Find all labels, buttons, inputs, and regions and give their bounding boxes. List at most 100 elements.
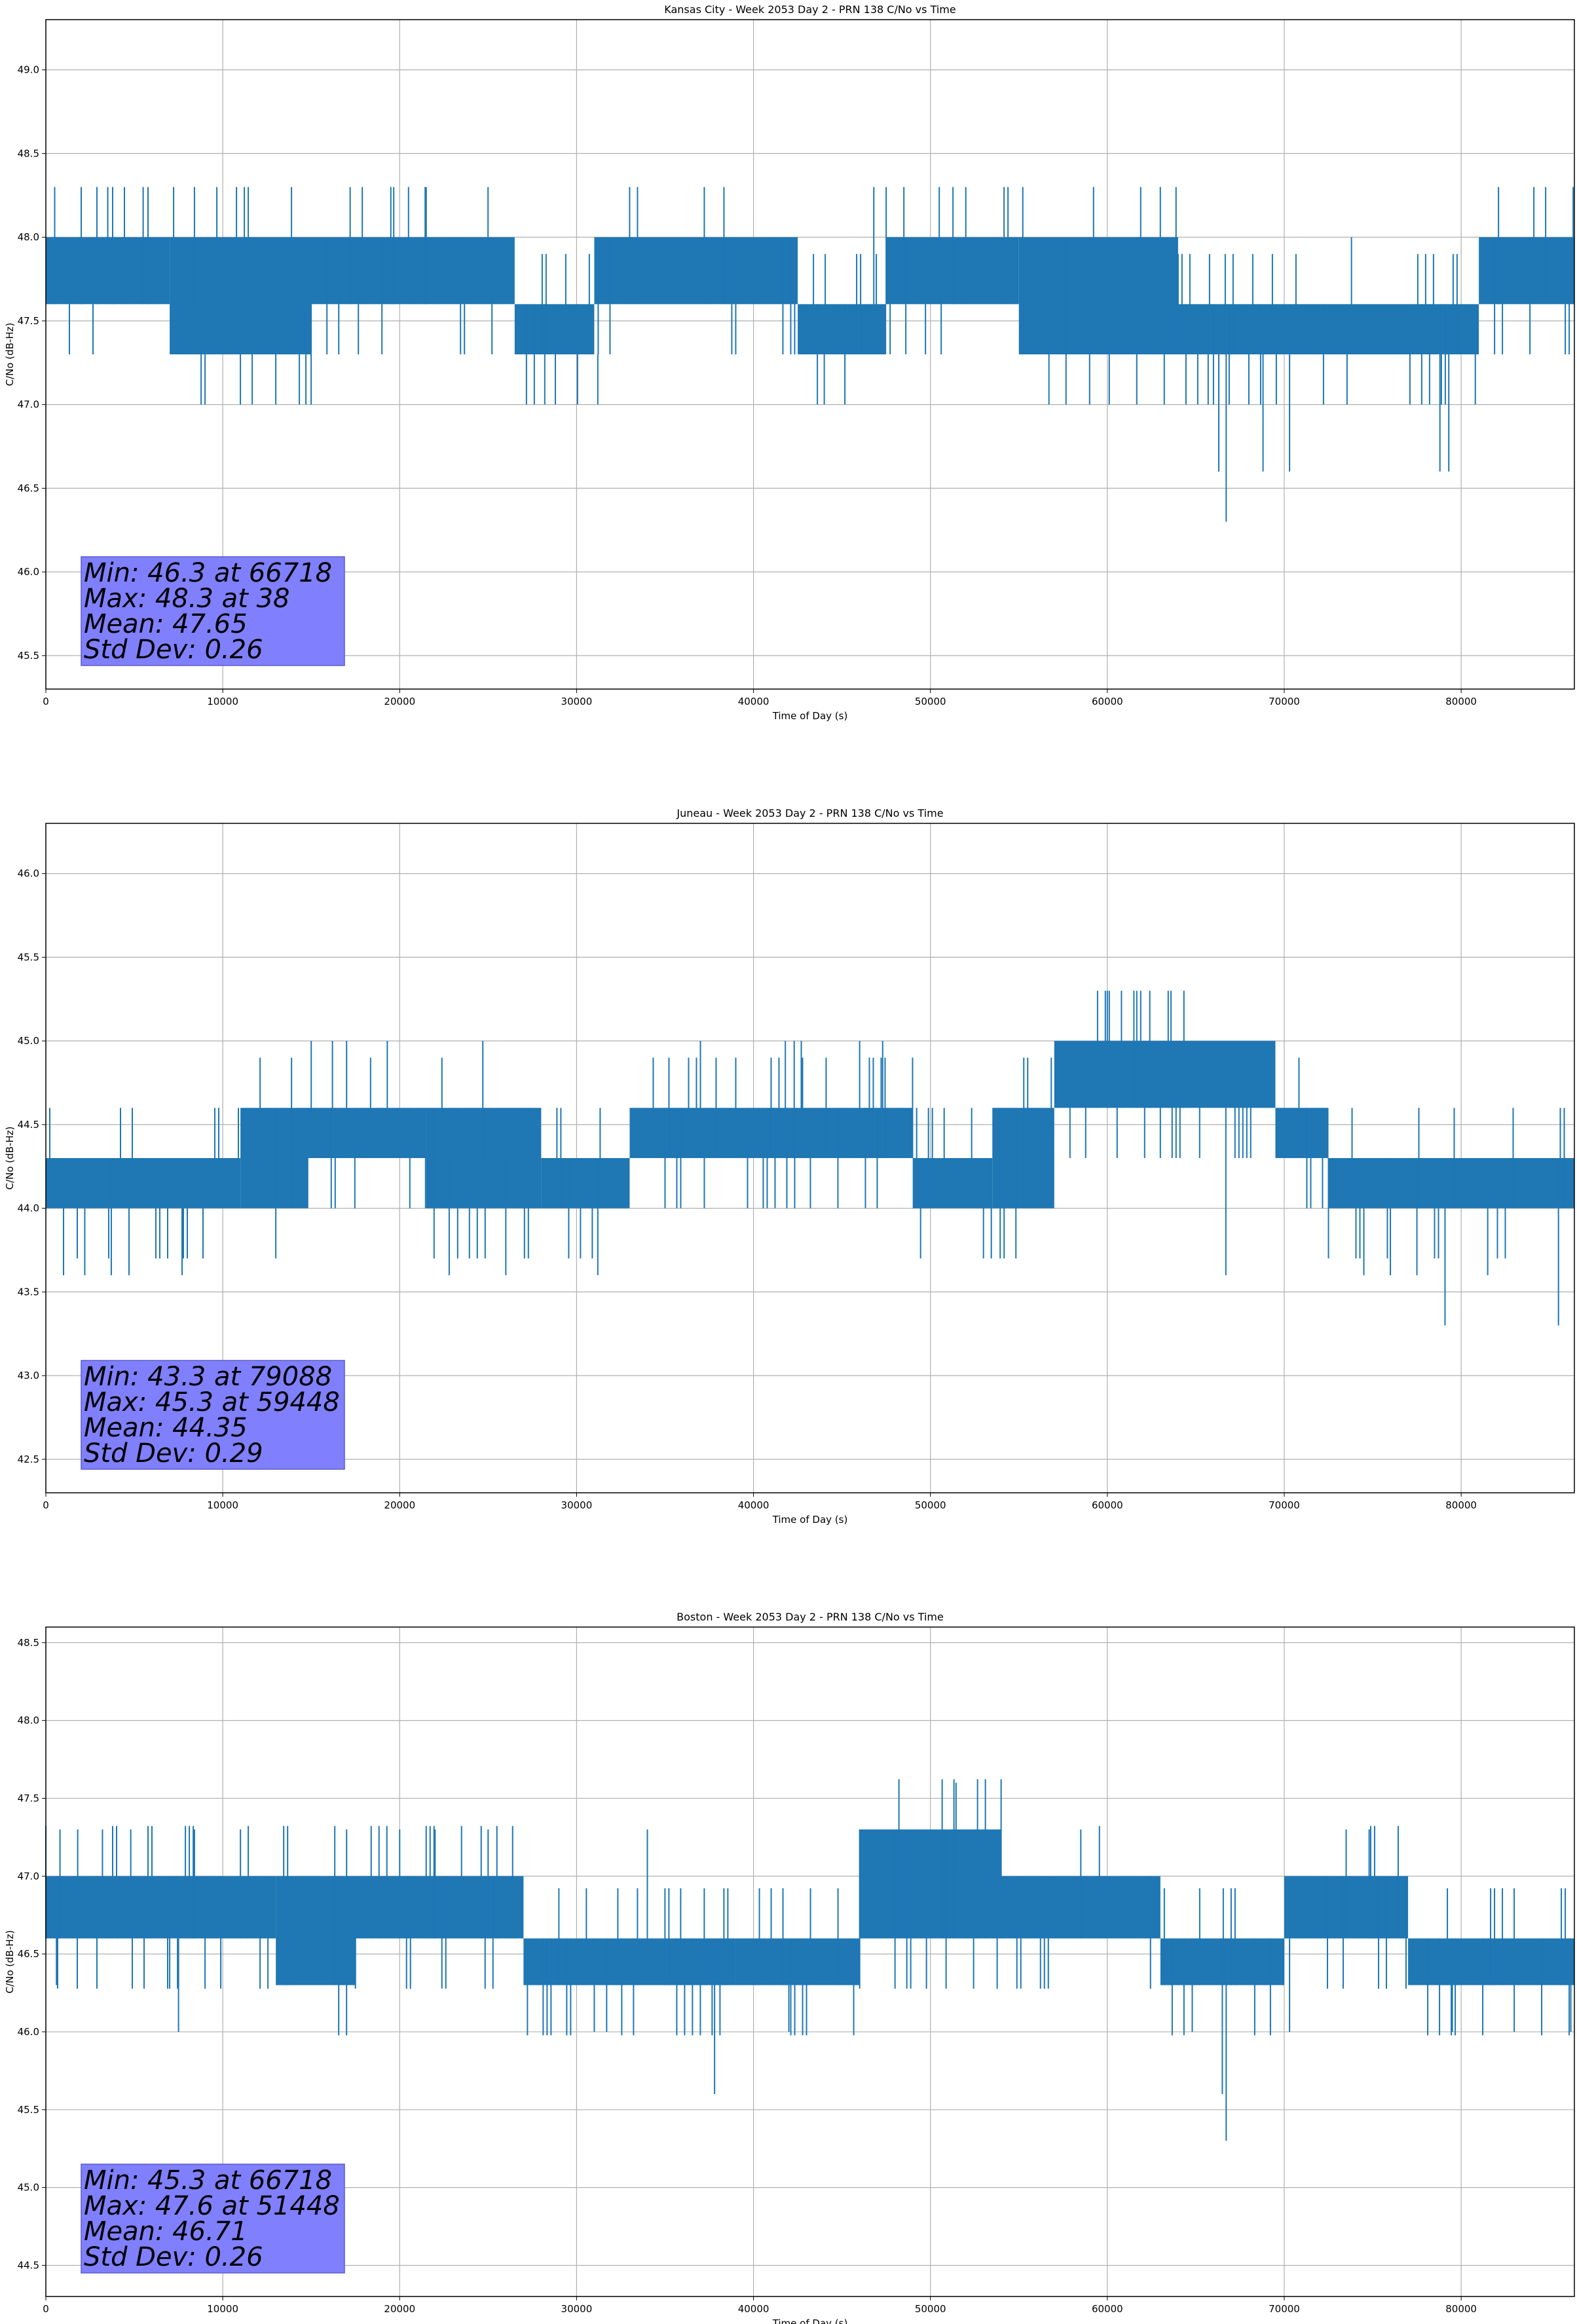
data-band — [276, 1876, 356, 1985]
y-axis-label: C/No (dB-Hz) — [4, 1127, 16, 1190]
x-tick-label: 40000 — [738, 2303, 770, 2315]
data-band — [1479, 237, 1574, 305]
axes-frame — [45, 1626, 1575, 2297]
x-tick-label: 10000 — [207, 1499, 238, 1511]
y-tick-label: 48.5 — [18, 1637, 39, 1649]
x-tick-label: 60000 — [1092, 696, 1123, 707]
y-tick-label: 46.0 — [18, 566, 39, 578]
chart-title: Boston - Week 2053 Day 2 - PRN 138 C/No … — [677, 1611, 944, 1623]
x-tick-label: 10000 — [207, 2303, 238, 2315]
stats-line: Max: 47.6 at 51448 — [84, 2191, 340, 2221]
y-tick-label: 46.0 — [18, 2026, 39, 2038]
x-tick-label: 70000 — [1269, 2303, 1300, 2315]
x-tick-label: 50000 — [915, 1499, 946, 1511]
y-tick-label: 45.0 — [18, 2182, 39, 2194]
y-tick-label: 45.5 — [18, 2104, 39, 2116]
y-tick-label: 44.0 — [18, 1203, 39, 1214]
x-tick-label: 40000 — [738, 1499, 770, 1511]
stats-line: Min: 45.3 at 66718 — [84, 2165, 332, 2196]
y-tick-label: 47.0 — [18, 1870, 39, 1882]
y-tick-label: 44.5 — [18, 2259, 39, 2271]
x-tick-label: 70000 — [1269, 696, 1300, 707]
x-tick-label: 20000 — [384, 1499, 415, 1511]
x-tick-label: 0 — [43, 2303, 49, 2315]
x-tick-label: 80000 — [1445, 2303, 1477, 2315]
data-band — [240, 1108, 308, 1209]
data-band — [594, 237, 798, 305]
data-band — [1018, 237, 1178, 354]
data-band — [46, 1876, 170, 1939]
data-band — [859, 1829, 1001, 1939]
data-band — [912, 1158, 993, 1209]
stats-box-background — [81, 2164, 345, 2274]
y-tick-label: 47.0 — [18, 399, 39, 411]
y-tick-label: 46.5 — [18, 1948, 39, 1960]
y-tick-label: 48.0 — [18, 231, 39, 243]
stats-line: Mean: 46.71 — [84, 2217, 248, 2247]
x-tick-label: 0 — [43, 696, 49, 707]
y-tick-label: 46.0 — [18, 868, 39, 880]
x-tick-label: 50000 — [915, 2303, 946, 2315]
series-trace — [46, 187, 1574, 522]
stats-line: Min: 46.3 at 66718 — [84, 558, 332, 588]
series-trace — [45, 1779, 1574, 2141]
data-band — [798, 304, 887, 354]
x-axis-label: Time of Day (s) — [772, 710, 848, 722]
stats-line: Std Dev: 0.29 — [84, 1438, 263, 1469]
axes-frame — [45, 823, 1575, 1493]
y-tick-label: 49.0 — [18, 64, 39, 76]
y-tick-label: 44.5 — [18, 1119, 39, 1131]
y-axis-label: C/No (dB-Hz) — [4, 1930, 16, 1994]
data-band — [170, 1876, 276, 1939]
chart-panel-1: Kansas City - Week 2053 Day 2 - PRN 138 … — [4, 3, 1575, 722]
x-tick-label: 60000 — [1092, 1499, 1123, 1511]
y-tick-label: 45.0 — [18, 1035, 39, 1047]
y-tick-label: 48.5 — [18, 147, 39, 159]
x-tick-label: 30000 — [561, 696, 593, 707]
x-tick-label: 40000 — [738, 696, 770, 707]
x-tick-label: 60000 — [1092, 2303, 1123, 2315]
data-band — [46, 1158, 241, 1209]
x-axis-label: Time of Day (s) — [772, 1514, 848, 1526]
chart-title: Juneau - Week 2053 Day 2 - PRN 138 C/No … — [676, 807, 943, 819]
x-tick-label: 80000 — [1445, 696, 1477, 707]
y-tick-label: 42.5 — [18, 1453, 39, 1465]
data-band — [514, 304, 595, 354]
y-tick-label: 46.5 — [18, 482, 39, 494]
series-trace — [46, 990, 1574, 1326]
x-axis-label: Time of Day (s) — [772, 2317, 848, 2324]
x-tick-label: 20000 — [384, 696, 415, 707]
stats-line: Min: 43.3 at 79088 — [84, 1362, 332, 1392]
data-band — [311, 237, 515, 305]
x-tick-label: 30000 — [561, 1499, 593, 1511]
stats-line: Mean: 47.65 — [84, 609, 248, 639]
stats-line: Std Dev: 0.26 — [84, 635, 263, 665]
x-tick-label: 0 — [43, 1499, 49, 1511]
chart-title: Kansas City - Week 2053 Day 2 - PRN 138 … — [664, 3, 955, 16]
data-band — [735, 1938, 860, 1985]
y-tick-label: 43.0 — [18, 1370, 39, 1381]
y-tick-label: 45.5 — [18, 951, 39, 963]
data-band — [355, 1876, 524, 1939]
data-band — [1275, 1108, 1329, 1158]
stats-line: Std Dev: 0.26 — [84, 2242, 263, 2272]
chart-panel-3: Boston - Week 2053 Day 2 - PRN 138 C/No … — [4, 1611, 1575, 2324]
y-tick-label: 47.5 — [18, 315, 39, 327]
data-band — [1178, 304, 1479, 354]
y-tick-label: 47.5 — [18, 1792, 39, 1804]
x-tick-label: 10000 — [207, 696, 238, 707]
data-band — [541, 1158, 630, 1209]
y-tick-label: 48.0 — [18, 1715, 39, 1727]
x-tick-label: 80000 — [1445, 1499, 1477, 1511]
chart-panel-2: Juneau - Week 2053 Day 2 - PRN 138 C/No … — [4, 807, 1575, 1526]
stats-line: Max: 45.3 at 59448 — [84, 1387, 340, 1417]
data-band — [426, 1108, 542, 1209]
x-tick-label: 70000 — [1269, 1499, 1300, 1511]
axes-frame — [45, 19, 1575, 690]
data-band — [1328, 1158, 1574, 1209]
y-axis-label: C/No (dB-Hz) — [4, 323, 16, 386]
y-tick-label: 45.5 — [18, 650, 39, 662]
